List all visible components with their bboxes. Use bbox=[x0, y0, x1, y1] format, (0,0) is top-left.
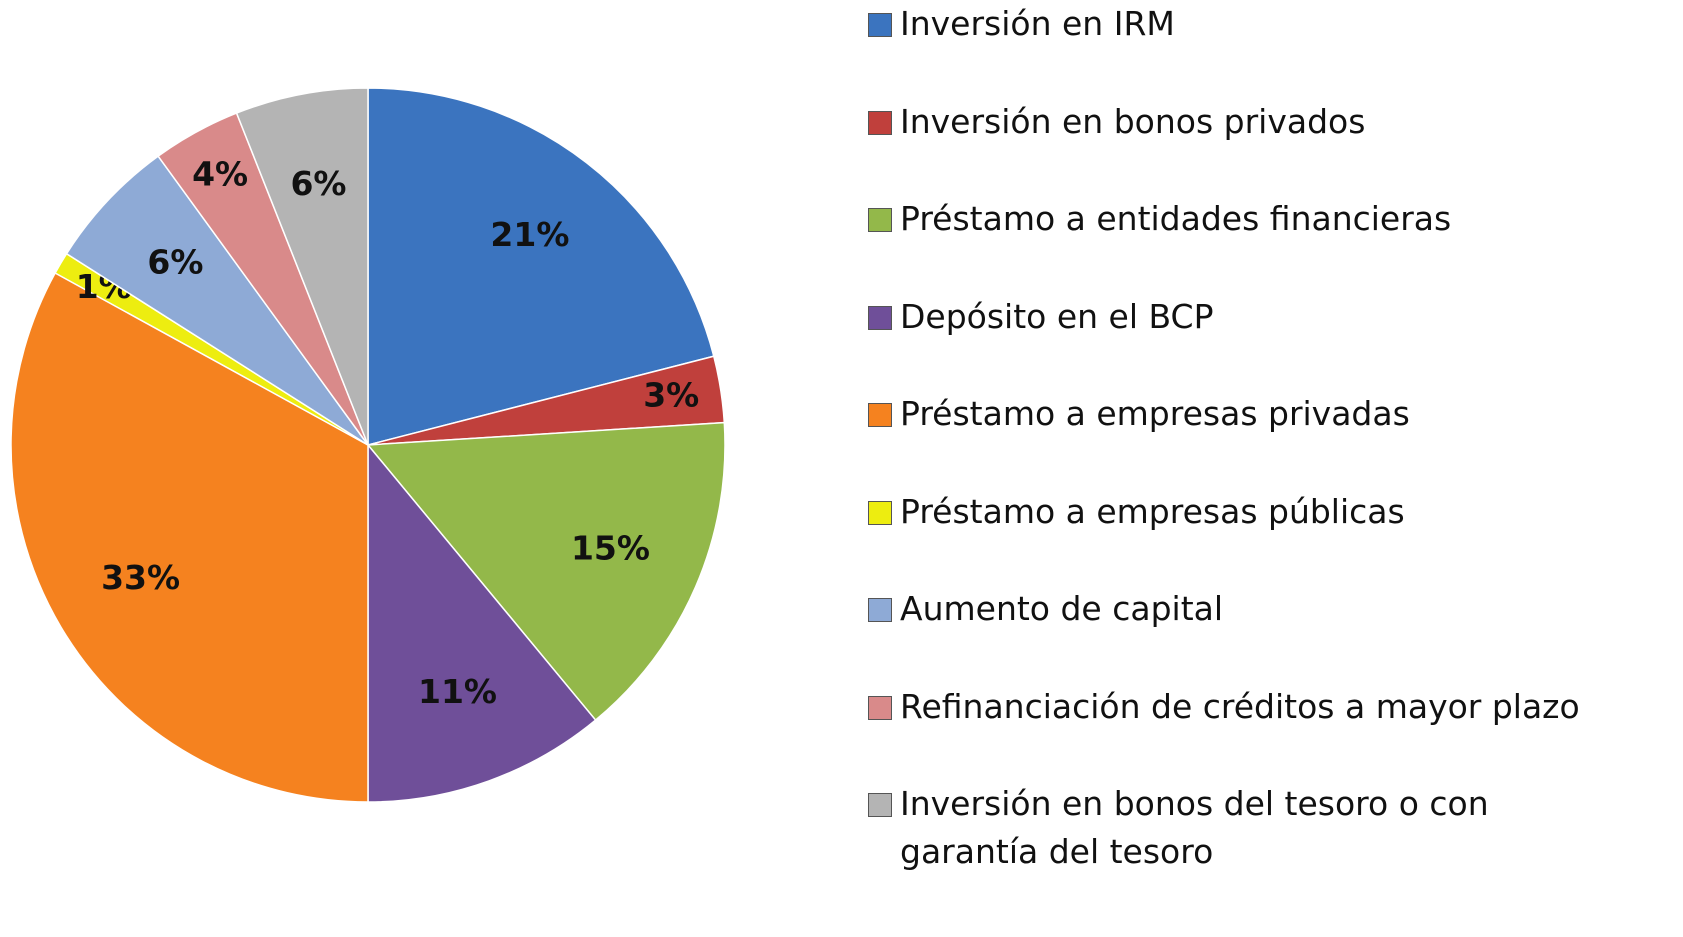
legend-item: Aumento de capital bbox=[868, 585, 1223, 633]
legend-label: Inversión en IRM bbox=[900, 4, 1175, 43]
legend-label: Depósito en el BCP bbox=[900, 296, 1214, 336]
legend-swatch bbox=[868, 13, 892, 37]
legend-swatch bbox=[868, 208, 892, 232]
legend-swatch bbox=[868, 598, 892, 622]
legend-item: Refinanciación de créditos a mayor plazo bbox=[868, 683, 1580, 731]
data-label: 4% bbox=[192, 154, 248, 193]
data-label: 11% bbox=[418, 672, 497, 711]
pie-slice bbox=[10, 271, 369, 803]
legend-item: Préstamo a empresas públicas bbox=[868, 488, 1405, 536]
data-label: 33% bbox=[101, 558, 180, 597]
legend-item: Préstamo a empresas privadas bbox=[868, 390, 1410, 438]
legend-item: Préstamo a entidades financieras bbox=[868, 195, 1451, 243]
data-label: 6% bbox=[147, 243, 203, 282]
legend-label: Préstamo a empresas privadas bbox=[900, 394, 1410, 433]
data-label: 15% bbox=[571, 528, 650, 567]
legend-swatch bbox=[868, 403, 892, 427]
legend-label: Préstamo a entidades financieras bbox=[900, 199, 1452, 238]
legend-swatch bbox=[868, 793, 892, 817]
data-label: 21% bbox=[490, 215, 569, 254]
legend-swatch bbox=[868, 305, 892, 330]
data-label: 6% bbox=[290, 164, 346, 203]
legend-item: Inversión en bonos privados bbox=[868, 98, 1365, 146]
legend-item: Depósito en el BCP bbox=[868, 293, 1214, 341]
legend-label: Aumento de capital bbox=[900, 589, 1224, 628]
pie-slice bbox=[367, 442, 597, 803]
legend-label: Préstamo a empresas públicas bbox=[900, 491, 1405, 531]
pie-slice bbox=[235, 87, 369, 446]
pie: 21%3%15%11%33%1%6%4% 6% bbox=[10, 87, 726, 803]
legend-swatch bbox=[868, 110, 892, 135]
pie-slice bbox=[367, 87, 715, 446]
legend-label: Refinanciación de créditos a mayor plazo bbox=[900, 686, 1580, 726]
data-label: 3% bbox=[643, 375, 699, 414]
legend-label: Inversión en bonos privados bbox=[900, 101, 1366, 141]
legend-item: Inversión en IRM bbox=[868, 0, 1175, 48]
pie-slice bbox=[366, 421, 726, 722]
legend-item: Inversión en bonos del tesoro o con gara… bbox=[868, 780, 1540, 876]
legend-label: Inversión en bonos del tesoro o con gara… bbox=[900, 784, 1489, 871]
pie-slice bbox=[65, 155, 369, 446]
legend-swatch bbox=[868, 695, 892, 720]
legend-swatch bbox=[868, 500, 892, 525]
